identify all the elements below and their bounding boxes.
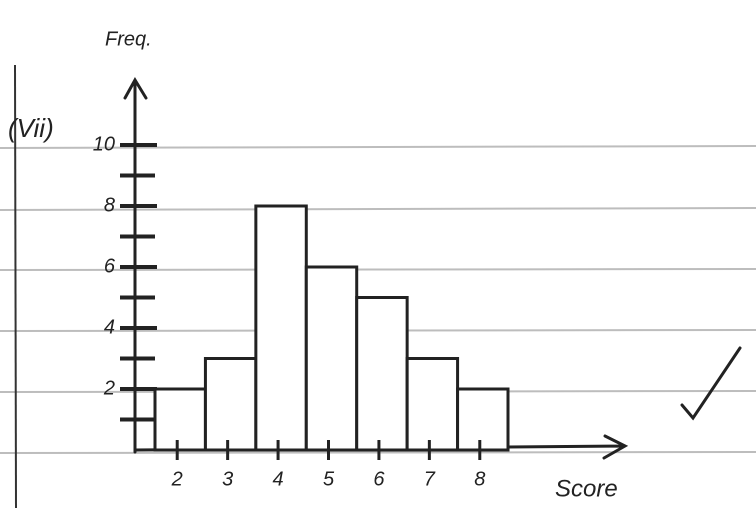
y-tick-label: 10 [93, 133, 115, 155]
bar [205, 359, 255, 451]
y-tick-label: 8 [104, 194, 115, 216]
x-tick-label: 2 [171, 468, 183, 490]
x-axis-label: Score [555, 475, 618, 502]
y-tick-label: 2 [103, 377, 115, 399]
x-tick-label: 3 [222, 468, 233, 490]
y-axis-label: Freq. [105, 28, 152, 50]
y-tick-label: 6 [104, 255, 116, 277]
bar [357, 298, 407, 451]
bar [458, 389, 508, 450]
x-tick-label: 4 [273, 468, 284, 490]
annotation: (Vii) [8, 113, 54, 143]
x-tick-label: 6 [373, 468, 385, 490]
x-tick-label: 7 [424, 468, 436, 490]
check-mark [682, 348, 740, 418]
y-tick-label: 4 [104, 316, 115, 338]
chart: Freq. (Vii) Score 2 4 6 8 10 2 3 4 5 6 7 8 [0, 0, 756, 508]
page: {"chart_data": {"type": "bar", "annotati… [0, 0, 756, 508]
bar [407, 359, 457, 451]
bar [306, 267, 356, 450]
bar [155, 389, 205, 450]
x-tick-label: 8 [474, 468, 485, 490]
x-tick-label: 5 [323, 468, 335, 490]
bar [256, 206, 306, 450]
